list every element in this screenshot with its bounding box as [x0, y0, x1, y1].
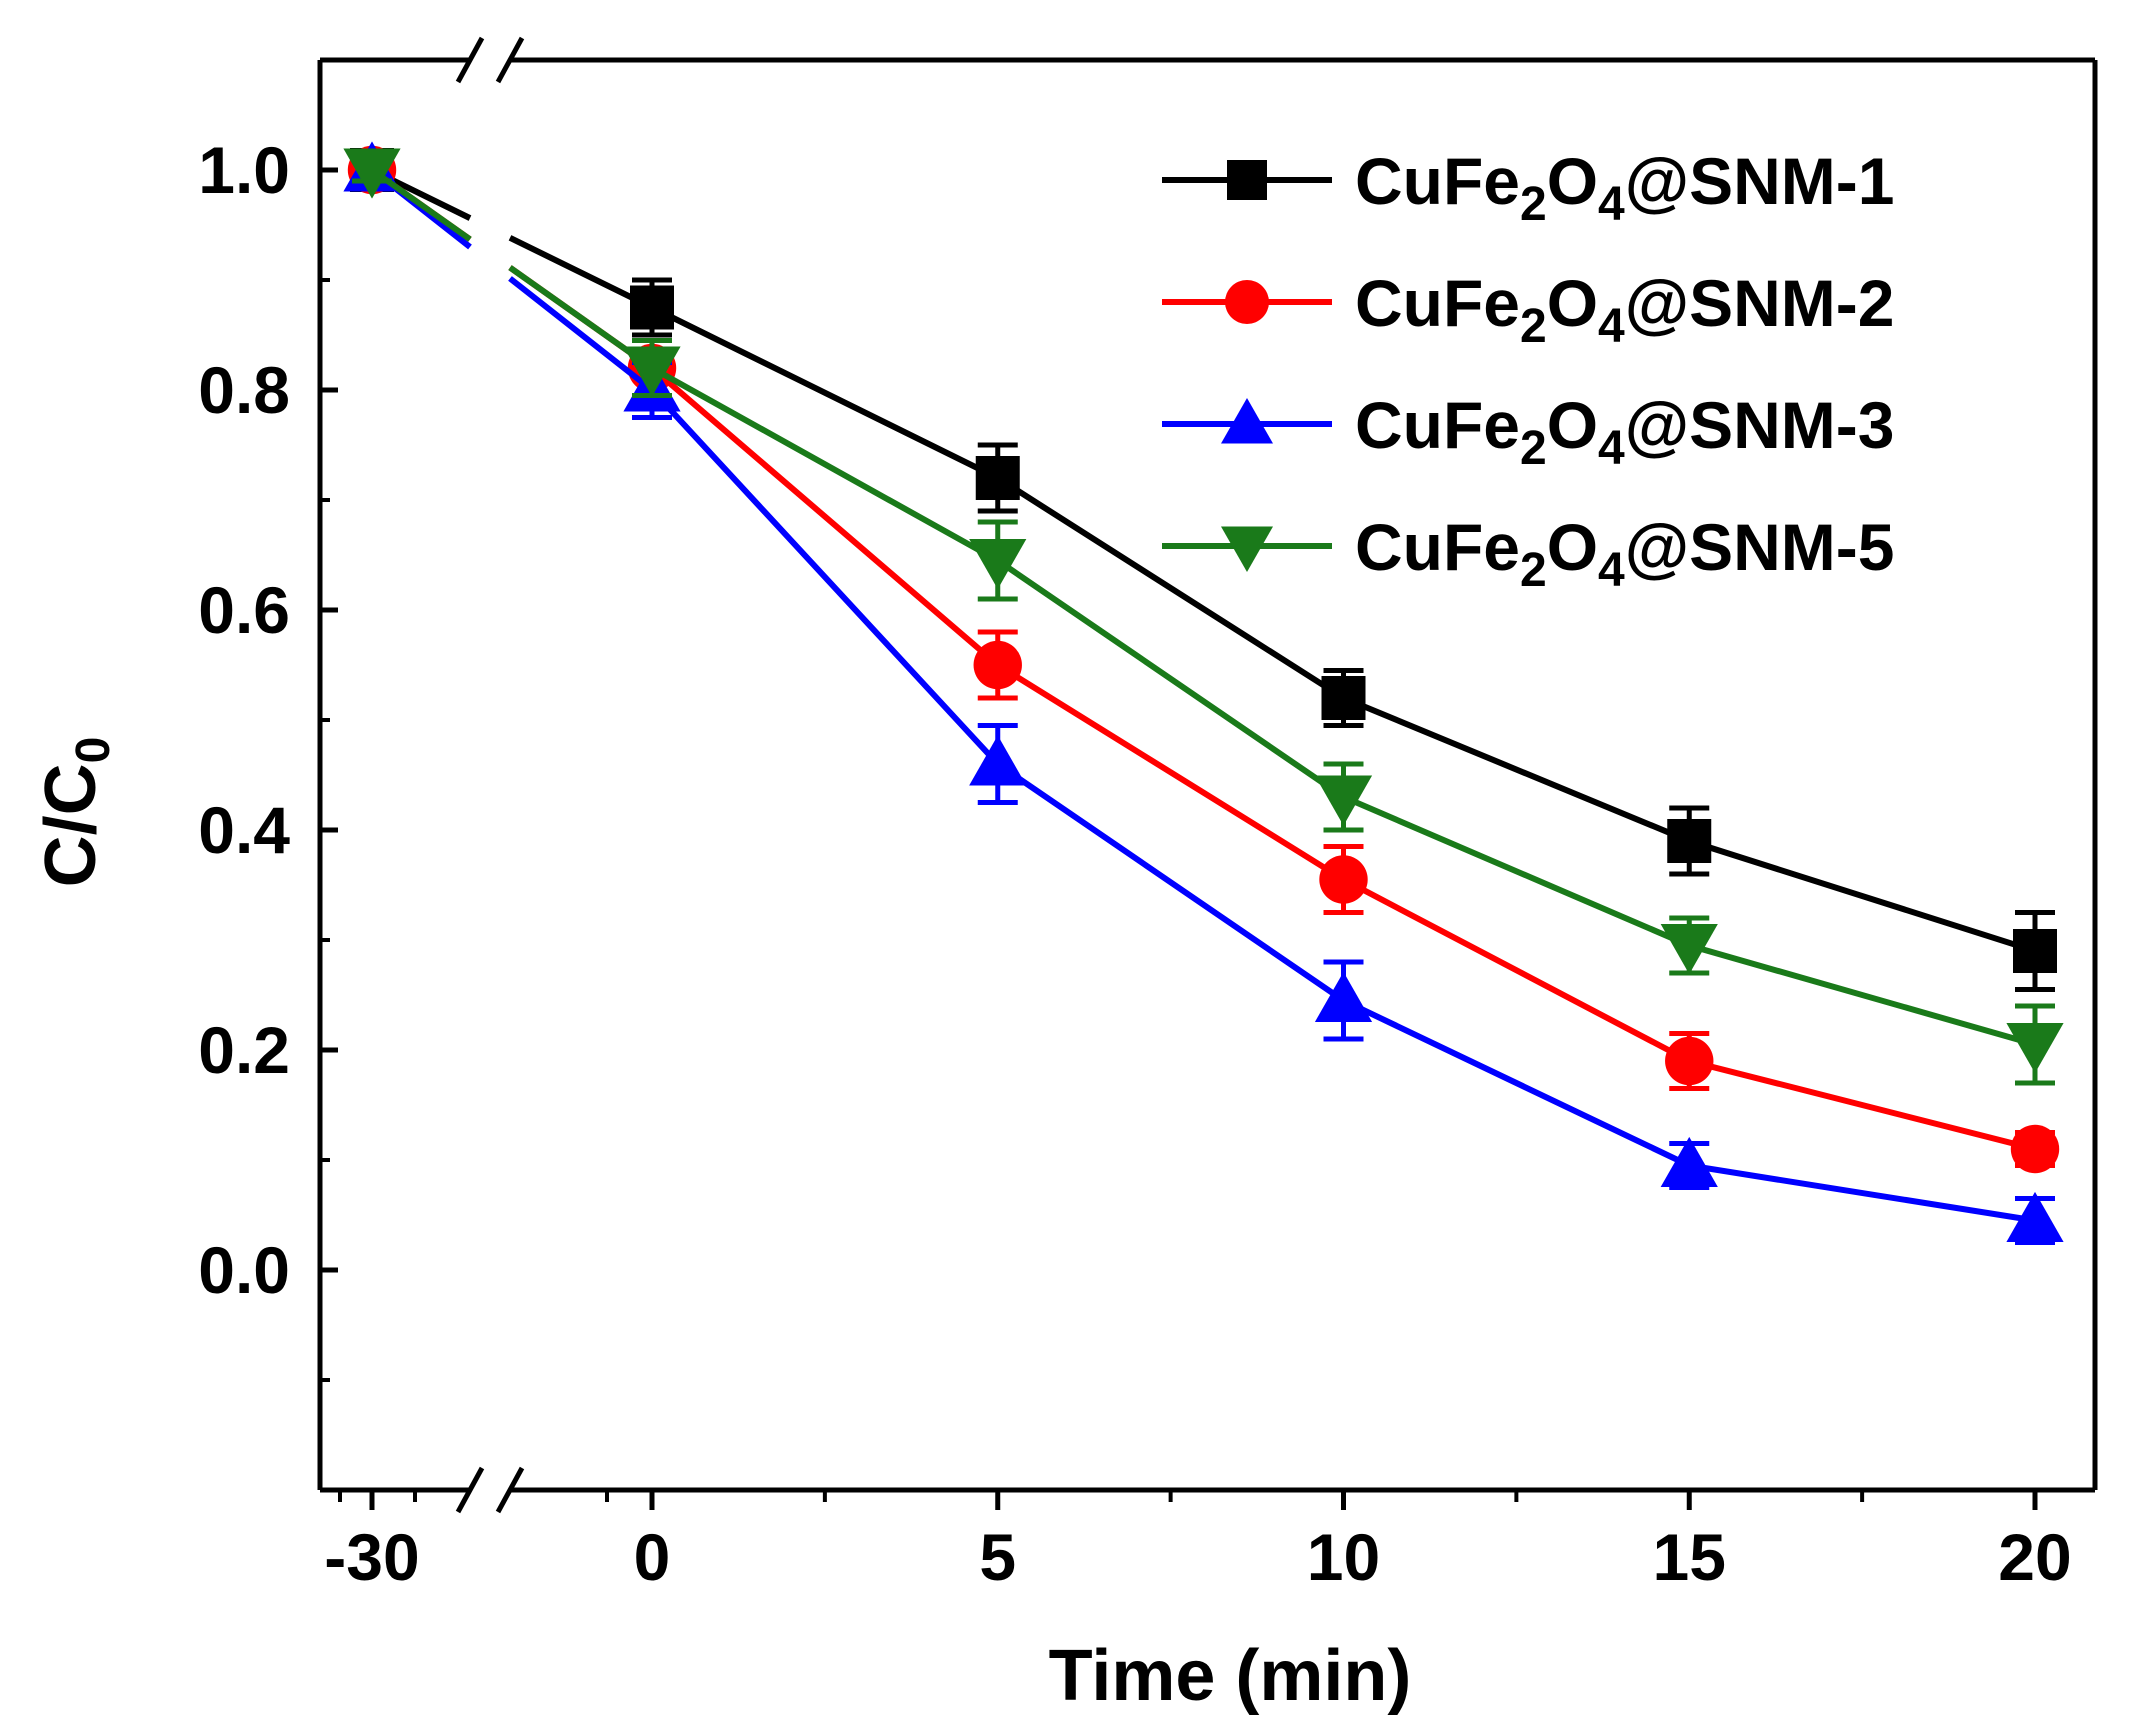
axis-break-mark	[455, 36, 485, 84]
legend-item-2: CuFe2O4@SNM-2	[1162, 266, 1894, 353]
legend-label-part: 2	[1520, 422, 1547, 475]
data-point	[630, 285, 674, 330]
legend-label-part: 2	[1520, 544, 1547, 597]
legend-item-3: CuFe2O4@SNM-3	[1162, 388, 1894, 475]
y-axis-title: C/C0	[31, 737, 120, 888]
x-tick-label: 20	[1998, 1520, 2071, 1594]
axis-break-mark	[495, 1466, 525, 1514]
legend-item-1: CuFe2O4@SNM-1	[1162, 144, 1894, 231]
data-point	[1660, 1136, 1718, 1187]
y-tick-label: 0.8	[198, 353, 290, 427]
legend-marker	[1227, 160, 1267, 200]
legend-label-part: CuFe	[1355, 144, 1520, 218]
series-line	[508, 276, 2036, 1224]
legend-label-part: CuFe	[1355, 388, 1520, 462]
y-tick-label: 1.0	[198, 133, 290, 207]
data-point	[1314, 971, 1373, 1022]
legend-label-part: O	[1547, 266, 1598, 340]
legend-label: CuFe2O4@SNM-5	[1355, 510, 1894, 597]
x-tick-label: 15	[1653, 1520, 1726, 1594]
x-axis-title: Time (min)	[1049, 1636, 1412, 1716]
data-point	[973, 640, 1022, 690]
legend-label-part: @SNM-3	[1625, 388, 1895, 462]
legend: CuFe2O4@SNM-1CuFe2O4@SNM-2CuFe2O4@SNM-3C…	[1162, 144, 1894, 597]
data-point	[623, 346, 681, 397]
data-point	[1319, 855, 1368, 904]
legend-marker	[1221, 398, 1273, 444]
data-point	[1314, 775, 1373, 826]
legend-item-4: CuFe2O4@SNM-5	[1162, 510, 1894, 597]
data-point	[2006, 1023, 2064, 1074]
data-point	[1667, 819, 1712, 863]
y-tick-label: 0.0	[198, 1233, 290, 1307]
series-line	[508, 235, 2036, 954]
legend-label-part: 4	[1598, 544, 1625, 597]
y-tick-label: 0.4	[198, 793, 290, 867]
legend-label: CuFe2O4@SNM-2	[1355, 266, 1894, 353]
data-point	[2006, 1191, 2064, 1242]
axis-break-mark	[495, 36, 525, 84]
legend-label-part: CuFe	[1355, 510, 1520, 584]
legend-label-part: @SNM-5	[1625, 510, 1895, 584]
y-tick-label: 0.2	[198, 1013, 290, 1087]
y-axis-title-main: C/C	[31, 763, 111, 887]
legend-label-part: @SNM-2	[1625, 266, 1895, 340]
y-tick-label: 0.6	[198, 573, 290, 647]
x-tick-label: 10	[1307, 1520, 1380, 1594]
legend-label-part: 4	[1598, 422, 1625, 475]
axes	[317, 36, 2098, 1514]
y-axis-title-sub: 0	[67, 737, 120, 764]
data-point	[2013, 929, 2057, 973]
data-point	[343, 148, 401, 199]
data-point	[1660, 924, 1718, 975]
legend-marker	[1221, 526, 1273, 572]
legend-label-part: CuFe	[1355, 266, 1520, 340]
data-point	[1665, 1036, 1714, 1086]
legend-label: CuFe2O4@SNM-3	[1355, 388, 1894, 475]
x-tick-label: -30	[324, 1520, 419, 1594]
legend-label-part: O	[1547, 510, 1598, 584]
legend-marker	[1225, 280, 1269, 324]
data-point	[1321, 676, 1366, 720]
legend-label: CuFe2O4@SNM-1	[1355, 144, 1894, 231]
data-point	[969, 735, 1027, 786]
data-point	[975, 456, 1020, 500]
tick-labels: 0.0 0.2 0.4 0.6 0.8 1.0 -30 0 5 10 15 20	[198, 133, 2071, 1594]
plot-area	[343, 141, 2064, 1245]
legend-label-part: O	[1547, 388, 1598, 462]
legend-label-part: 2	[1520, 178, 1547, 231]
legend-label-part: @SNM-1	[1625, 144, 1895, 218]
legend-label-part: 4	[1598, 178, 1625, 231]
data-point	[969, 539, 1027, 590]
legend-label-part: O	[1547, 144, 1598, 218]
series-4	[343, 148, 2064, 1086]
x-tick-label: 0	[634, 1520, 671, 1594]
legend-label-part: 4	[1598, 300, 1625, 353]
legend-label-part: 2	[1520, 300, 1547, 353]
axis-break-mark	[455, 1466, 485, 1514]
data-point	[2010, 1124, 2060, 1174]
x-tick-label: 5	[979, 1520, 1016, 1594]
